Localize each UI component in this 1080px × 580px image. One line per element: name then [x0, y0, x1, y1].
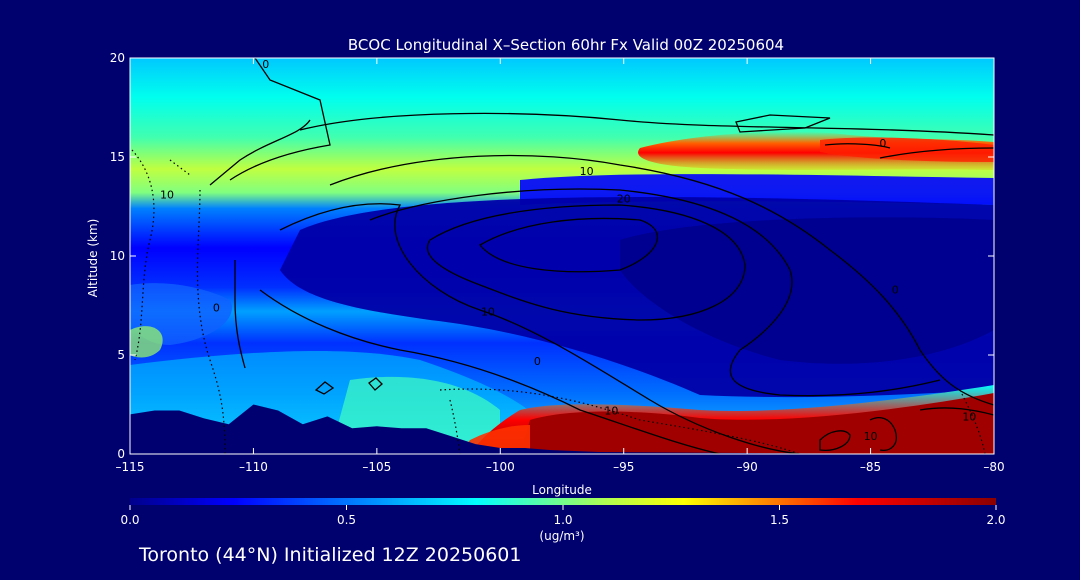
- chart-title: BCOC Longitudinal X–Section 60hr Fx Vali…: [348, 36, 784, 54]
- contour-label: 10: [604, 404, 618, 417]
- contour-label: 0: [213, 301, 220, 314]
- contour-label: 20: [617, 193, 631, 206]
- y-tick-label: 15: [110, 150, 125, 164]
- colorbar-ticks: 0.0 0.5 1.0 1.5 2.0: [120, 505, 1006, 527]
- x-tick-label: –90: [737, 460, 758, 474]
- colorbar-tick-label: 2.0: [986, 513, 1005, 527]
- x-tick-label: –85: [860, 460, 881, 474]
- y-tick-label: 5: [117, 348, 125, 362]
- contour-label: 10: [481, 305, 495, 318]
- x-axis-ticks: –115 –110 –105 –100 –95 –90 –85 –80: [116, 58, 1005, 474]
- dotted-contour-lines: [131, 149, 986, 454]
- contour-label: 10: [580, 165, 594, 178]
- x-tick-label: –110: [239, 460, 268, 474]
- footer-location-init: Toronto (44°N) Initialized 12Z 20250601: [138, 544, 522, 566]
- colorbar-unit-label: (ug/m³): [539, 529, 584, 543]
- terrain: [130, 404, 994, 454]
- colorbar-tick-label: 1.0: [553, 513, 572, 527]
- contour-label: 0: [534, 355, 541, 368]
- x-tick-label: –115: [116, 460, 145, 474]
- contour-label: 10: [864, 430, 878, 443]
- colorbar-tick-label: 1.5: [770, 513, 789, 527]
- contour-label: 0: [892, 284, 899, 297]
- boundary-layer-plume: [520, 393, 994, 454]
- y-tick-label: 0: [117, 447, 125, 461]
- contour-label: 0: [262, 58, 269, 71]
- y-tick-label: 10: [110, 249, 125, 263]
- x-tick-label: –100: [486, 460, 515, 474]
- y-axis-label: Altitude (km): [86, 219, 100, 298]
- x-axis-label: Longitude: [532, 483, 592, 497]
- x-tick-label: –80: [983, 460, 1004, 474]
- y-tick-label: 20: [110, 51, 125, 65]
- colorbar-tick-label: 0.0: [120, 513, 139, 527]
- contour-label: 10: [962, 410, 976, 423]
- contour-labels: 0 10 0 10 20 10 0 10 0 0 10 10: [160, 58, 976, 443]
- colorbar: [130, 498, 996, 505]
- x-tick-label: –95: [613, 460, 634, 474]
- contour-label: 0: [879, 137, 886, 150]
- concentration-field: [130, 58, 994, 454]
- colorbar-tick-label: 0.5: [337, 513, 356, 527]
- x-tick-label: –105: [362, 460, 391, 474]
- contour-label: 10: [160, 189, 174, 202]
- y-axis-ticks: 0 5 10 15 20: [110, 51, 994, 461]
- contour-lines: [209, 58, 994, 454]
